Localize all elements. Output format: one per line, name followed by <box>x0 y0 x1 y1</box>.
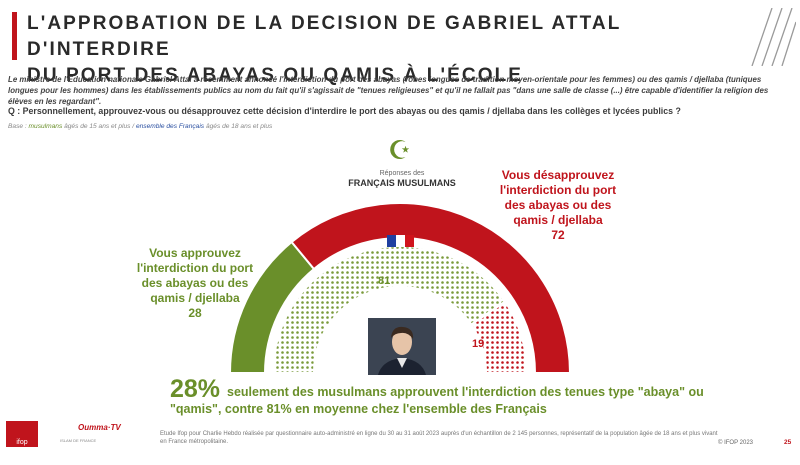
approve-text: Vous approuvez l'interdiction du port de… <box>136 246 254 305</box>
base-prefix: Base : <box>8 123 29 130</box>
copyright: © IFOP 2023 <box>718 440 753 446</box>
disapprove-value: 72 <box>551 228 565 242</box>
disapprove-label: Vous désapprouvez l'interdiction du port… <box>492 168 624 243</box>
respondents-label-big: FRANÇAIS MUSULMANS <box>348 178 456 188</box>
france-flag-icon <box>387 235 414 247</box>
conclusion-percentage: 28% <box>170 375 221 403</box>
ifop-logo: ifop <box>6 421 38 447</box>
question-text: Q : Personnellement, approuvez-vous ou d… <box>8 106 681 116</box>
approve-label: Vous approuvez l'interdiction du port de… <box>128 246 262 321</box>
ctv-logo-sub: ISLAM DE FRANCE <box>60 438 97 443</box>
portrait-photo <box>368 318 436 375</box>
base-muslims: musulmans <box>28 123 63 130</box>
intro-text: Le ministre de l'Education nationale Gab… <box>8 75 769 106</box>
conclusion-line-2: "qamis", contre 81% en moyenne chez l'en… <box>170 402 547 416</box>
inner-ring-slice-approve <box>271 245 507 374</box>
crescent-star-icon: ☪ <box>388 135 412 165</box>
ctv-logo: Oumma·TV <box>78 423 121 432</box>
inner-ring-slice-disapprove <box>469 300 529 374</box>
base-note: Base : musulmans âgés de 15 ans et plus … <box>8 123 272 130</box>
base-muslims-desc: âgés de 15 ans et plus / <box>62 123 136 130</box>
base-all-desc: âgés de 18 ans et plus <box>204 123 273 130</box>
inner-ring <box>271 245 529 374</box>
page-title: L'APPROBATION DE LA DECISION DE GABRIEL … <box>27 11 727 89</box>
conclusion-line-1: seulement des musulmans approuvent l'int… <box>227 385 704 399</box>
title-line-1: L'APPROBATION DE LA DECISION DE GABRIEL … <box>27 13 622 60</box>
title-accent-bar <box>12 12 17 60</box>
respondents-label-small: Réponses des <box>379 170 425 177</box>
footer-note: Etude Ifop pour Charlie Hebdo réalisée p… <box>160 431 718 445</box>
title-line-2: DU PORT DES ABAYAS OU QAMIS À L'ÉCOLE <box>27 65 524 86</box>
disapprove-text: Vous désapprouvez l'interdiction du port… <box>499 168 617 227</box>
inner-approve-value: 81 <box>378 275 391 287</box>
base-all: ensemble des Français <box>135 123 205 130</box>
decorative-stripes <box>751 8 796 66</box>
approve-value: 28 <box>188 306 202 320</box>
page-number: 25 <box>784 439 792 446</box>
inner-disapprove-value: 19 <box>472 338 485 350</box>
